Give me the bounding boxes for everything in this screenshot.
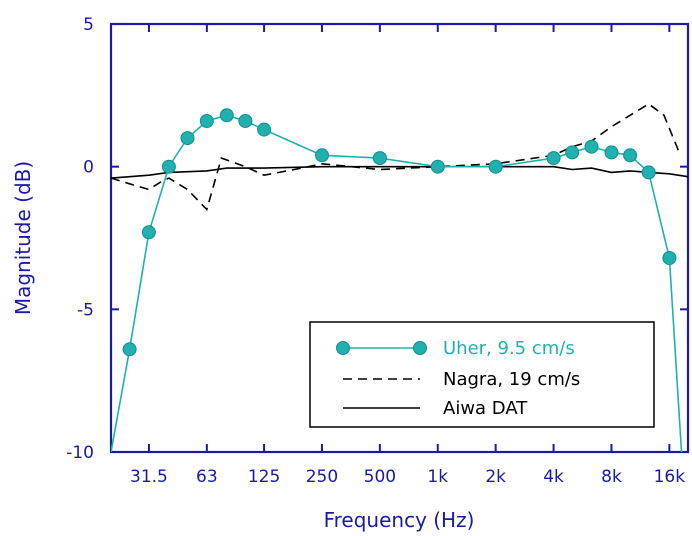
x-tick-label: 16k [654, 467, 686, 487]
x-axis: 31.5 63 125 250 500 1k 2k 4k 8k 16k [130, 24, 685, 487]
y-axis: 5 0 -5 -10 [66, 15, 688, 463]
data-point-uher-9-5-cm-s [565, 145, 580, 160]
x-tick-label: 1k [427, 467, 448, 487]
data-point-uher-9-5-cm-s [315, 148, 329, 163]
legend-marker [336, 341, 350, 355]
x-tick-label: 63 [196, 467, 218, 487]
y-tick-label: -5 [77, 300, 94, 320]
data-point-uher-9-5-cm-s [372, 151, 387, 166]
legend-label-nagra-19-cm-s: Nagra, 19 cm/s [443, 369, 580, 390]
y-axis-title: Magnitude (dB) [11, 161, 35, 315]
plot-frame [109, 22, 690, 454]
data-point-uher-9-5-cm-s [430, 159, 445, 174]
x-tick-label: 250 [306, 467, 338, 487]
series-line-nagra-19-cm-s [111, 102, 680, 212]
data-point-uher-9-5-cm-s [199, 114, 214, 128]
x-tick-label: 500 [364, 467, 396, 487]
data-point-uher-9-5-cm-s [623, 148, 638, 163]
x-axis-title: Frequency (Hz) [324, 508, 475, 532]
x-tick-label: 8k [601, 467, 622, 487]
legend-box [309, 321, 655, 428]
data-point-uher-9-5-cm-s [257, 122, 272, 137]
x-tick-label: 125 [248, 467, 280, 487]
data-point-uher-9-5-cm-s [238, 114, 253, 128]
data-point-uher-9-5-cm-s [584, 139, 599, 154]
x-tick-label: 31.5 [130, 467, 168, 487]
data-point-uher-9-5-cm-s [488, 159, 503, 174]
series-layer [111, 102, 688, 452]
data-point-uher-9-5-cm-s [604, 145, 619, 160]
legend: Uher, 9.5 cm/s Nagra, 19 cm/s Aiwa DAT [309, 321, 655, 428]
data-point-uher-9-5-cm-s [180, 131, 195, 146]
y-tick-label: 0 [83, 158, 94, 178]
y-tick-label: 5 [83, 15, 94, 35]
data-point-uher-9-5-cm-s [141, 225, 156, 240]
data-point-uher-9-5-cm-s [641, 165, 656, 180]
x-tick-label: 4k [543, 467, 564, 487]
data-point-uher-9-5-cm-s [122, 342, 137, 357]
data-point-uher-9-5-cm-s [219, 108, 234, 123]
legend-label-uher-9-5-cm-s: Uher, 9.5 cm/s [443, 338, 575, 359]
x-tick-label: 2k [485, 467, 506, 487]
legend-marker [413, 341, 427, 355]
data-point-uher-9-5-cm-s [161, 159, 176, 174]
y-tick-label: -10 [66, 443, 94, 463]
plot-area [111, 102, 688, 452]
legend-label-aiwa-dat: Aiwa DAT [443, 398, 528, 419]
data-point-uher-9-5-cm-s [546, 151, 561, 166]
data-point-uher-9-5-cm-s [662, 251, 677, 265]
